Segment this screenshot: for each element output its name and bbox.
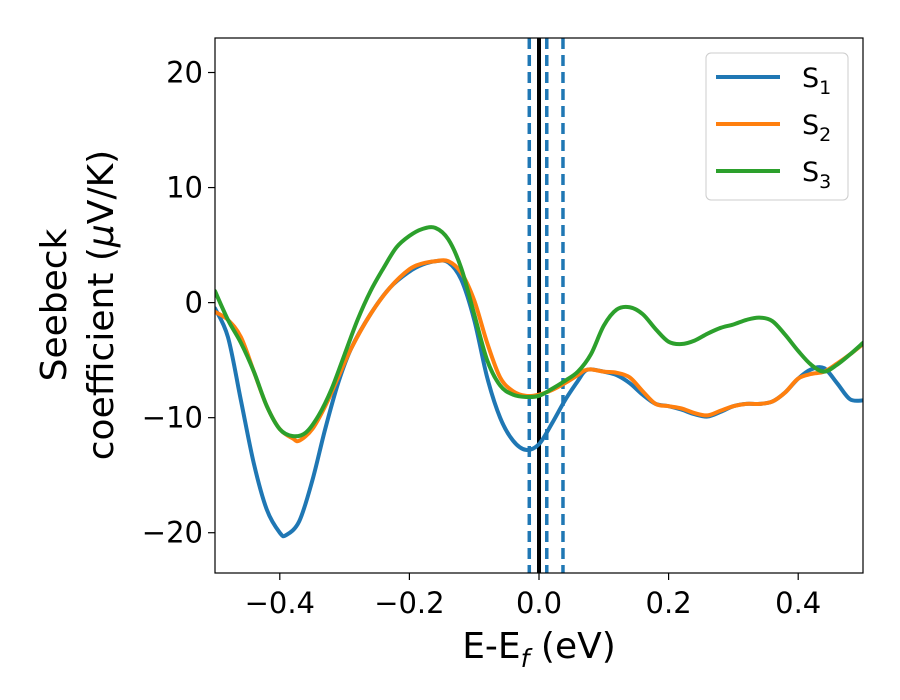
svg-text:coefficient (μV/K): coefficient (μV/K) [81,150,122,460]
legend: S1 S2 S3 [705,52,849,201]
y-tick-label: 0 [185,286,203,320]
vertical-reference-lines [527,38,565,573]
x-axis-label: E-Ef (eV) [462,626,616,673]
x-tick-label: −0.2 [374,586,444,620]
x-tick-label: 0.2 [646,586,692,620]
x-tick-label: 0.4 [775,586,821,620]
legend-box [705,52,849,201]
y-tick-label: −10 [142,401,203,435]
x-axis-ticks: −0.4 −0.2 0.0 0.2 0.4 [245,573,821,620]
y-tick-label: −20 [142,516,203,550]
y-tick-label: 20 [166,56,203,90]
svg-text:Seebeck: Seebeck [34,228,75,381]
y-axis-ticks: −20 −10 0 10 20 [142,56,215,550]
series-lines [215,225,863,539]
legend-label-s1: S1 [802,63,831,99]
x-tick-label: 0.0 [516,586,562,620]
x-tick-label: −0.4 [245,586,315,620]
legend-label-s2: S2 [802,110,831,146]
y-axis-label: Seebeck coefficient (μV/K) [34,150,122,460]
y-tick-label: 10 [166,171,203,205]
series-line-s3 [215,225,863,439]
legend-label-s3: S3 [802,157,831,193]
